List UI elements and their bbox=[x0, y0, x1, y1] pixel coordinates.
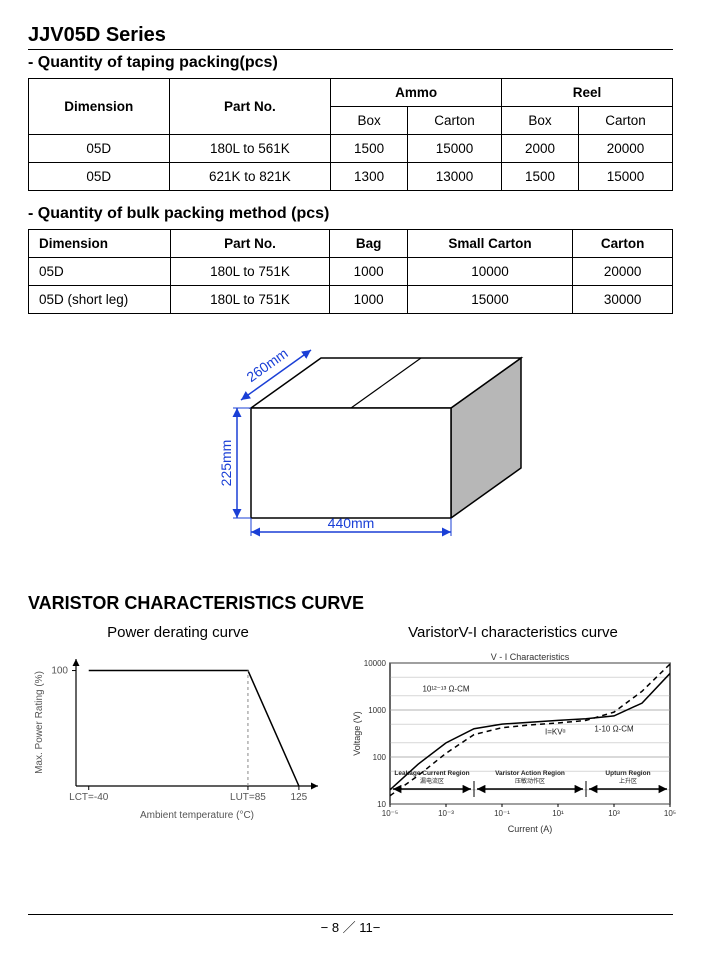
th-ammo-box: Box bbox=[331, 107, 408, 135]
svg-text:10⁻³: 10⁻³ bbox=[438, 809, 454, 818]
svg-text:Upturn Region: Upturn Region bbox=[605, 770, 650, 777]
svg-text:10⁻¹: 10⁻¹ bbox=[494, 809, 510, 818]
svg-text:LCT=-40: LCT=-40 bbox=[69, 792, 109, 803]
cell-val: 2000 bbox=[502, 135, 579, 163]
chart2-caption: VaristorV-I characteristics curve bbox=[348, 624, 678, 641]
carton-dimension-diagram: 440mm 225mm 260mm bbox=[161, 328, 541, 563]
th-carton: Carton bbox=[573, 230, 673, 258]
th-ammo-carton: Carton bbox=[408, 107, 502, 135]
cell-dim: 05D bbox=[29, 163, 170, 191]
th-small-carton: Small Carton bbox=[407, 230, 572, 258]
table-row: 05D (short leg) 180L to 751K 1000 15000 … bbox=[29, 286, 673, 314]
taping-table: Dimension Part No. Ammo Reel Box Carton … bbox=[28, 78, 673, 191]
svg-text:1-10 Ω-CM: 1-10 Ω-CM bbox=[594, 724, 634, 733]
svg-text:Voltage (V): Voltage (V) bbox=[352, 711, 362, 756]
svg-text:I=KVᵅ: I=KVᵅ bbox=[545, 728, 566, 737]
th-dimension: Dimension bbox=[29, 230, 171, 258]
svg-text:10¹: 10¹ bbox=[552, 809, 564, 818]
cell-val: 1000 bbox=[330, 258, 408, 286]
page-number: − 8 ／ 11− bbox=[28, 917, 673, 936]
svg-text:440mm: 440mm bbox=[327, 515, 374, 531]
svg-text:100: 100 bbox=[51, 666, 68, 677]
cell-val: 1000 bbox=[330, 286, 408, 314]
cell-part: 621K to 821K bbox=[169, 163, 331, 191]
svg-text:10⁵: 10⁵ bbox=[664, 809, 676, 818]
svg-text:100: 100 bbox=[373, 753, 387, 762]
cell-val: 1500 bbox=[502, 163, 579, 191]
footer-rule bbox=[28, 914, 673, 915]
table-row: 05D 621K to 821K 1300 13000 1500 15000 bbox=[29, 163, 673, 191]
cell-val: 10000 bbox=[407, 258, 572, 286]
bulk-heading: - Quantity of bulk packing method (pcs) bbox=[28, 205, 673, 223]
th-partno: Part No. bbox=[170, 230, 330, 258]
cell-dim: 05D bbox=[29, 135, 170, 163]
cell-val: 15000 bbox=[578, 163, 672, 191]
cell-val: 13000 bbox=[408, 163, 502, 191]
vi-characteristics-chart: V - I Characteristics 10 100 1000 10000 10⁻⁵ 1… bbox=[348, 649, 678, 834]
svg-text:上升区: 上升区 bbox=[619, 777, 637, 785]
cell-part: 180L to 561K bbox=[169, 135, 331, 163]
svg-text:125: 125 bbox=[291, 792, 308, 803]
svg-text:260mm: 260mm bbox=[243, 345, 290, 385]
svg-text:Current (A): Current (A) bbox=[508, 824, 553, 834]
th-partno: Part No. bbox=[169, 79, 331, 135]
th-bag: Bag bbox=[330, 230, 408, 258]
cell-dim: 05D (short leg) bbox=[29, 286, 171, 314]
svg-text:漏电流区: 漏电流区 bbox=[420, 777, 444, 785]
cell-dim: 05D bbox=[29, 258, 171, 286]
cell-part: 180L to 751K bbox=[170, 286, 330, 314]
series-title: JJV05D Series bbox=[28, 24, 673, 47]
svg-text:Varistor Action Region: Varistor Action Region bbox=[495, 770, 565, 777]
th-reel-box: Box bbox=[502, 107, 579, 135]
cell-val: 20000 bbox=[578, 135, 672, 163]
table-row: 05D 180L to 561K 1500 15000 2000 20000 bbox=[29, 135, 673, 163]
cell-val: 1300 bbox=[331, 163, 408, 191]
chart1-caption: Power derating curve bbox=[28, 624, 328, 641]
varistor-heading: VARISTOR CHARACTERISTICS CURVE bbox=[28, 593, 673, 614]
bulk-table: Dimension Part No. Bag Small Carton Cart… bbox=[28, 229, 673, 314]
svg-text:压敏动作区: 压敏动作区 bbox=[515, 777, 545, 785]
svg-text:10³: 10³ bbox=[608, 809, 620, 818]
svg-text:10⁻⁵: 10⁻⁵ bbox=[382, 809, 398, 818]
table-row: 05D 180L to 751K 1000 10000 20000 bbox=[29, 258, 673, 286]
svg-text:V - I Characteristics: V - I Characteristics bbox=[491, 652, 570, 662]
cell-val: 15000 bbox=[408, 135, 502, 163]
cell-part: 180L to 751K bbox=[170, 258, 330, 286]
svg-text:10: 10 bbox=[377, 800, 386, 809]
th-ammo: Ammo bbox=[331, 79, 502, 107]
cell-val: 30000 bbox=[573, 286, 673, 314]
th-dimension: Dimension bbox=[29, 79, 170, 135]
svg-text:10000: 10000 bbox=[364, 659, 387, 668]
th-reel: Reel bbox=[502, 79, 673, 107]
svg-text:LUT=85: LUT=85 bbox=[230, 792, 266, 803]
svg-text:225mm: 225mm bbox=[218, 440, 234, 487]
svg-text:Max. Power Rating (%): Max. Power Rating (%) bbox=[34, 671, 45, 774]
cell-val: 1500 bbox=[331, 135, 408, 163]
cell-val: 15000 bbox=[407, 286, 572, 314]
svg-text:10¹²⁻¹³ Ω-CM: 10¹²⁻¹³ Ω-CM bbox=[422, 684, 469, 693]
title-rule bbox=[28, 49, 673, 50]
taping-heading: - Quantity of taping packing(pcs) bbox=[28, 54, 673, 72]
th-reel-carton: Carton bbox=[578, 107, 672, 135]
power-derating-chart: 100 LCT=-40 LUT=85 125 Ambient temperature (… bbox=[28, 649, 328, 824]
svg-text:Ambient temperature (°C): Ambient temperature (°C) bbox=[140, 810, 254, 821]
svg-text:1000: 1000 bbox=[368, 706, 386, 715]
cell-val: 20000 bbox=[573, 258, 673, 286]
